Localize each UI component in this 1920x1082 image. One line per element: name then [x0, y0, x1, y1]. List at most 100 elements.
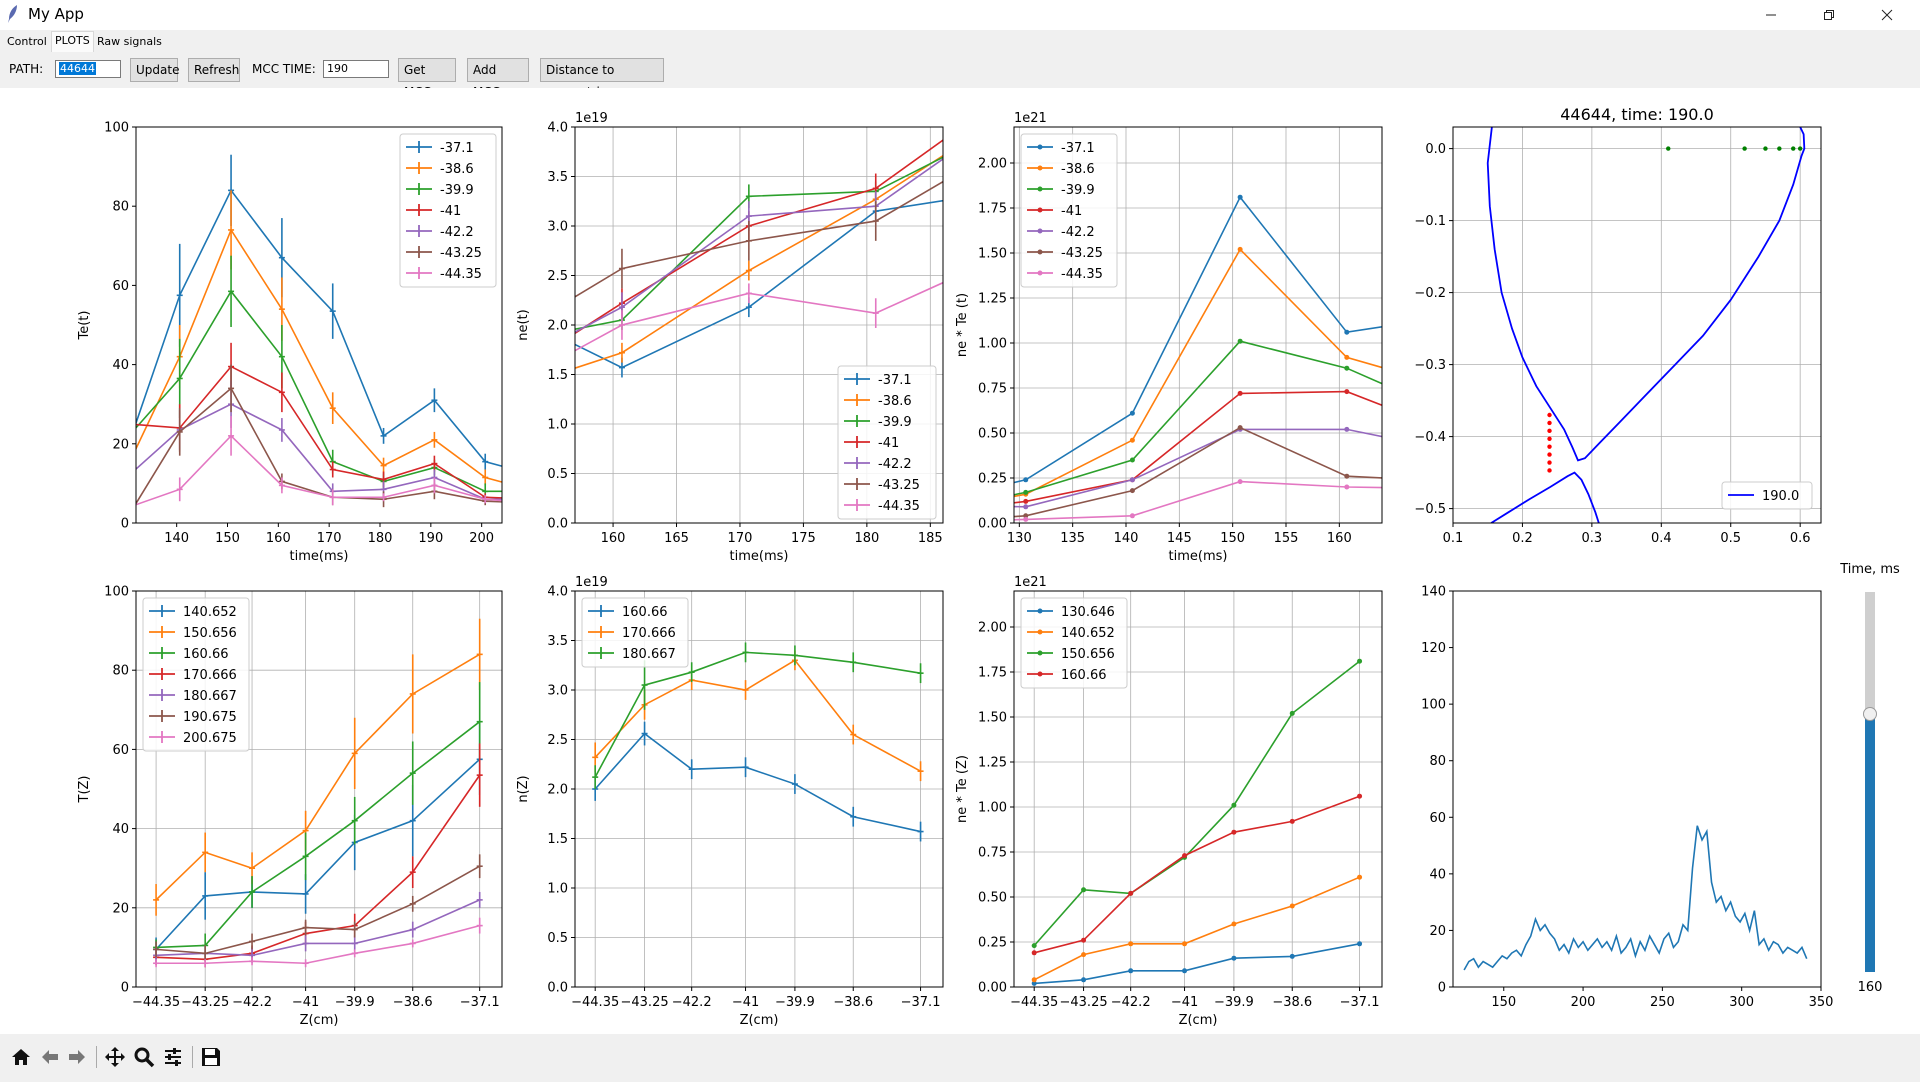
x-tick-label: 160 [266, 531, 291, 546]
y-tick-label: 60 [112, 279, 129, 294]
slider-handle[interactable] [1863, 706, 1877, 721]
y-axis-label: n(Z) [516, 775, 531, 802]
data-point [1344, 365, 1350, 371]
legend-label: 140.652 [183, 605, 237, 620]
y-tick-label: 2.00 [978, 621, 1007, 636]
separatrix-curve [1486, 127, 1806, 462]
home-icon[interactable] [8, 1044, 34, 1070]
y-tick-label: 80 [1429, 754, 1446, 769]
data-point [1182, 968, 1188, 974]
series-line [1014, 195, 1382, 484]
window-title: My App [28, 5, 84, 23]
legend-label: 170.666 [622, 626, 676, 641]
slider-track[interactable] [1863, 592, 1877, 972]
y-tick-label: 2.0 [547, 783, 568, 798]
x-tick-label: 0.3 [1582, 531, 1603, 546]
tab-raw-signals[interactable]: Raw signals [97, 35, 162, 48]
axis-offset-label: 1e21 [1014, 111, 1047, 126]
y-tick-label: 1.50 [978, 247, 1007, 262]
y-tick-label: 0.5 [547, 467, 568, 482]
data-point [1031, 950, 1037, 956]
get-mcc-button[interactable]: Get MCC [398, 58, 456, 99]
x-tick-label: 185 [918, 531, 943, 546]
slider-title: Time, ms [1840, 562, 1900, 577]
minimize-button[interactable] [1742, 0, 1800, 30]
y-tick-label: −0.1 [1414, 214, 1446, 229]
toolbar-separator [192, 1046, 193, 1068]
y-tick-label: 1.5 [547, 832, 568, 847]
series-line [1014, 340, 1382, 496]
probe-point [1547, 468, 1552, 473]
zoom-icon[interactable] [131, 1044, 157, 1070]
configure-icon[interactable] [160, 1044, 186, 1070]
restore-button[interactable] [1800, 0, 1858, 30]
data-point [1023, 516, 1029, 522]
y-tick-label: −0.3 [1414, 358, 1446, 373]
data-point [1023, 498, 1029, 504]
chart-te_z: −44.35 −43.25 −42.2 −41 −39.9 −38.6 −37.1 0 20 40… [77, 585, 503, 1028]
distance-to-separatrix-button[interactable]: Distance to separatrix [540, 58, 664, 99]
y-tick-label: 2.5 [547, 269, 568, 284]
x-tick-label: −44.35 [1010, 995, 1058, 1010]
y-tick-label: 80 [112, 200, 129, 215]
x-tick-label: −39.9 [775, 995, 815, 1010]
axes-frame [1013, 590, 1383, 988]
y-tick-label: 3.5 [547, 170, 568, 185]
data-point [1129, 437, 1135, 443]
x-tick-label: 140 [1114, 531, 1139, 546]
legend-label: -37.1 [1061, 141, 1095, 156]
axis-offset-label: 1e21 [1014, 575, 1047, 590]
pan-icon[interactable] [102, 1044, 128, 1070]
legend: 190.0 [1721, 481, 1813, 510]
y-tick-label: 20 [112, 437, 129, 452]
y-tick-label: 1.5 [547, 368, 568, 383]
y-tick-label: 2.0 [547, 319, 568, 334]
x-tick-label: 0.1 [1443, 531, 1464, 546]
legend-label: -37.1 [878, 373, 912, 388]
update-button[interactable]: Update [130, 58, 179, 82]
plot-canvas[interactable]: 140 150 160 170 180 190 200 0 20 40 60 80 100 time(ms… [0, 88, 1920, 1034]
legend-box [837, 365, 937, 520]
series-line [1014, 248, 1382, 498]
mcc-time-input[interactable]: 190 [323, 60, 389, 78]
x-tick-label: 180 [368, 531, 393, 546]
data-point [1357, 658, 1363, 664]
forward-icon[interactable] [64, 1044, 90, 1070]
chart-separatrix: 0.1 0.2 0.3 0.4 0.5 0.6 0.0 −0.1 −0.2 −0.3 −0.4 −0.… [1414, 105, 1822, 546]
back-icon[interactable] [37, 1044, 63, 1070]
plot-data [1486, 127, 1806, 523]
x-tick-label: 160 [601, 531, 626, 546]
x-tick-label: −39.9 [1214, 995, 1254, 1010]
add-mcc-button[interactable]: Add MCC [467, 58, 529, 99]
series-line [594, 732, 921, 833]
y-tick-label: 0.25 [978, 472, 1007, 487]
tab-control[interactable]: Control [7, 35, 47, 48]
legend-marker [1037, 144, 1043, 150]
x-tick-label: 180 [854, 531, 879, 546]
legend-marker [1037, 650, 1043, 656]
legend-label: -41 [1061, 204, 1082, 219]
data-point [1023, 489, 1029, 495]
data-point [1031, 943, 1037, 949]
data-point [1081, 937, 1087, 943]
data-point [1237, 194, 1243, 200]
tab-plots[interactable]: PLOTS [51, 31, 94, 52]
x-tick-label: −38.6 [393, 995, 433, 1010]
data-point [1357, 793, 1363, 799]
x-tick-label: 0.2 [1512, 531, 1533, 546]
series-line [1014, 480, 1382, 521]
data-point [1182, 853, 1188, 859]
refresh-button[interactable]: Refresh [188, 58, 240, 82]
legend-label: 150.656 [1061, 647, 1115, 662]
separatrix-divertor-leg [1490, 471, 1600, 523]
probe-point [1547, 412, 1552, 418]
y-tick-label: 3.5 [547, 634, 568, 649]
close-button[interactable] [1858, 0, 1916, 30]
x-tick-label: 0.4 [1651, 531, 1672, 546]
legend-label: -38.6 [1061, 162, 1095, 177]
data-point [1237, 338, 1243, 344]
save-icon[interactable] [198, 1044, 224, 1070]
path-input[interactable]: 44644 [55, 60, 121, 78]
axis-offset-label: 1e19 [575, 575, 608, 590]
toolbar-separator [96, 1046, 97, 1068]
